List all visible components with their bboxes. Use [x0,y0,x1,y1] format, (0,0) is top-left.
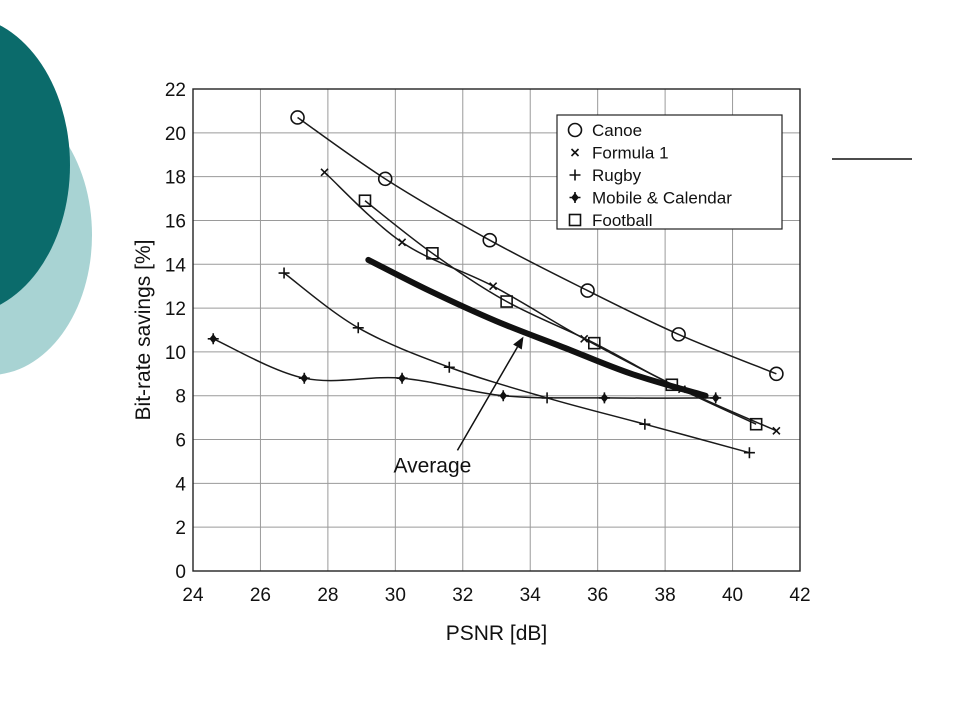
x-tick-label: 38 [655,585,676,606]
x-tick-label: 36 [587,585,608,606]
y-tick-label: 4 [175,474,186,495]
canoe-data-point [671,327,686,342]
rugby-series-line [283,272,750,454]
football-data-point [426,247,439,260]
annotation-group: Average [394,336,524,477]
formula-1-data-point [320,168,329,177]
legend-canoe-marker [567,122,583,138]
mobile-calendar-data-point [298,372,310,384]
football-data-point [500,295,513,308]
football-data-point [587,336,601,350]
legend-formula-1-marker [570,148,580,157]
x-tick-label: 24 [182,585,204,606]
rugby-data-point [443,361,455,373]
legend: Canoe Formula 1 Rugby Mobile & Calendar Foot… [556,114,783,230]
x-axis-title: PSNR [dB] [446,622,548,645]
rugby-data-point [743,447,755,459]
psnr-savings-chart: 24 26 28 30 32 34 36 38 40 420246810121416182022 … [132,80,811,645]
y-tick-label: 6 [175,431,186,452]
mobile-calendar-data-point [497,390,509,402]
x-tick-label: 32 [452,585,473,606]
legend-football-marker [568,213,582,227]
average-annotation-arrow [456,346,519,451]
y-axis-title: Bit-rate savings [%] [132,240,155,421]
x-tick-label: 26 [250,585,271,606]
dark-teal-circle-shape [0,25,70,305]
rugby-data-point [352,322,364,334]
x-tick-label: 30 [385,585,406,606]
y-tick-label: 0 [175,562,186,583]
canoe-data-point [377,171,393,187]
average-group [365,256,709,399]
canoe-data-point [290,110,305,125]
legend-rugby-marker [569,169,581,181]
mobile-calendar-series-line [212,338,716,399]
arrow-head-icon [513,336,524,350]
mobile-calendar-data-point [710,392,722,404]
x-tick-label: 28 [317,585,338,606]
rugby-data-point [278,267,290,279]
canoe-data-point [482,232,498,248]
y-tick-label: 18 [165,168,186,189]
legend-rugby-label: Rugby [592,166,642,185]
y-tick-label: 12 [165,299,186,320]
plot-frame [192,88,801,572]
y-tick-label: 20 [165,124,186,145]
x-tick-label: 42 [789,585,810,606]
y-tick-label: 2 [175,518,186,539]
legend-mobile-calendar-label: Mobile & Calendar [592,189,732,208]
mobile-calendar-data-point [598,392,610,404]
y-tick-label: 10 [165,343,186,364]
y-tick-label: 22 [165,80,186,101]
mobile-calendar-data-point [207,333,219,345]
canoe-data-point [769,366,784,382]
y-tick-label: 14 [165,255,187,276]
rugby-data-point [639,418,651,430]
y-tick-label: 8 [175,387,186,408]
legend-canoe-label: Canoe [592,121,642,140]
formula-1-data-point [772,426,781,435]
x-tick-label: 34 [520,585,542,606]
legend-football-label: Football [592,211,652,230]
football-data-point [749,417,763,431]
canoe-series-line [297,116,777,375]
x-tick-label: 40 [722,585,743,606]
legend-formula-1-label: Formula 1 [592,144,669,163]
legend-box [556,114,783,230]
canoe-data-point [580,283,595,298]
formula-1-data-point [398,238,407,247]
formula-1-data-point [489,282,498,291]
mobile-calendar-data-point [396,372,408,384]
average-annotation-label: Average [394,454,472,477]
average-series-line [365,256,709,399]
legend-mobile-calendar-marker [569,192,581,203]
football-data-point [358,194,372,208]
y-tick-label: 16 [165,211,186,232]
series-group [207,110,784,459]
